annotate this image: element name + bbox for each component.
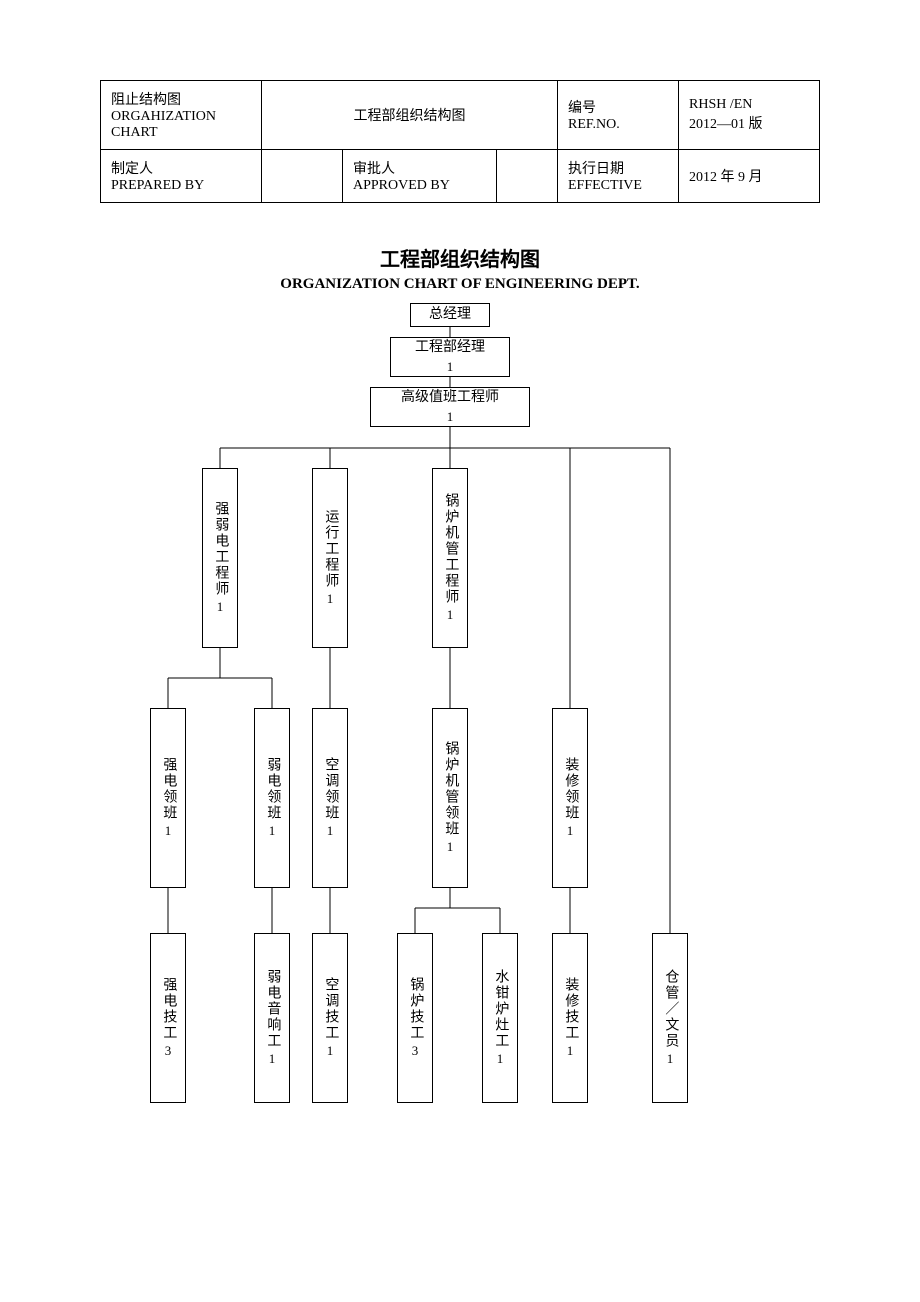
title-en: ORGANIZATION CHART OF ENGINEERING DEPT. [100, 276, 820, 293]
node-w4: 锅炉技工3 [397, 933, 433, 1103]
hdr-r2c1a: 制定人 [111, 162, 153, 177]
node-mgr: 工程部经理1 [390, 337, 510, 377]
node-w3: 空调技工1 [312, 933, 348, 1103]
node-w2: 弱电音响工1 [254, 933, 290, 1103]
hdr-r2c5b: EFFECTIVE [568, 178, 642, 193]
hdr-r1c4a: RHSH /EN [689, 97, 752, 112]
hdr-r2c3b: APPROVED BY [353, 178, 450, 193]
hdr-r2c6: 2012 年 9 月 [689, 170, 763, 185]
header-row-2: 制定人PREPARED BY 审批人APPROVED BY 执行日期EFFECT… [101, 150, 820, 203]
hdr-r2c3a: 审批人 [353, 162, 395, 177]
node-fb2: 弱电领班1 [254, 708, 290, 888]
node-eng3: 锅炉机管工程师1 [432, 468, 468, 648]
hdr-r2c5a: 执行日期 [568, 162, 624, 177]
title-cn: 工程部组织结构图 [100, 243, 820, 272]
hdr-r1c3a: 编号 [568, 101, 596, 116]
node-eng1: 强弱电工程师1 [202, 468, 238, 648]
node-sr: 高级值班工程师1 [370, 387, 530, 427]
header-table: 阻止结构图ORGAHIZATION CHART 工程部组织结构图 编号REF.N… [100, 80, 820, 203]
hdr-r2c1b: PREPARED BY [111, 178, 204, 193]
node-fb5: 装修领班1 [552, 708, 588, 888]
node-fb3: 空调领班1 [312, 708, 348, 888]
header-row-1: 阻止结构图ORGAHIZATION CHART 工程部组织结构图 编号REF.N… [101, 81, 820, 150]
title-block: 工程部组织结构图 ORGANIZATION CHART OF ENGINEERI… [100, 243, 820, 293]
node-w7: 仓管／文员1 [652, 933, 688, 1103]
org-chart: 总经理 工程部经理1 高级值班工程师1 强弱电工程师1 运行工程师1 锅炉机管工… [100, 303, 820, 1123]
node-w1: 强电技工3 [150, 933, 186, 1103]
hdr-r1c3b: REF.NO. [568, 117, 620, 132]
node-eng2: 运行工程师1 [312, 468, 348, 648]
node-w5: 水钳炉灶工1 [482, 933, 518, 1103]
hdr-r1c1a: 阻止结构图 [111, 93, 181, 108]
node-fb4: 锅炉机管领班1 [432, 708, 468, 888]
node-fb1: 强电领班1 [150, 708, 186, 888]
hdr-r1c1b: ORGAHIZATION CHART [111, 109, 216, 140]
node-gm: 总经理 [410, 303, 490, 327]
node-w6: 装修技工1 [552, 933, 588, 1103]
hdr-r1c2: 工程部组织结构图 [354, 109, 466, 124]
hdr-r1c4b: 2012—01 版 [689, 117, 763, 132]
